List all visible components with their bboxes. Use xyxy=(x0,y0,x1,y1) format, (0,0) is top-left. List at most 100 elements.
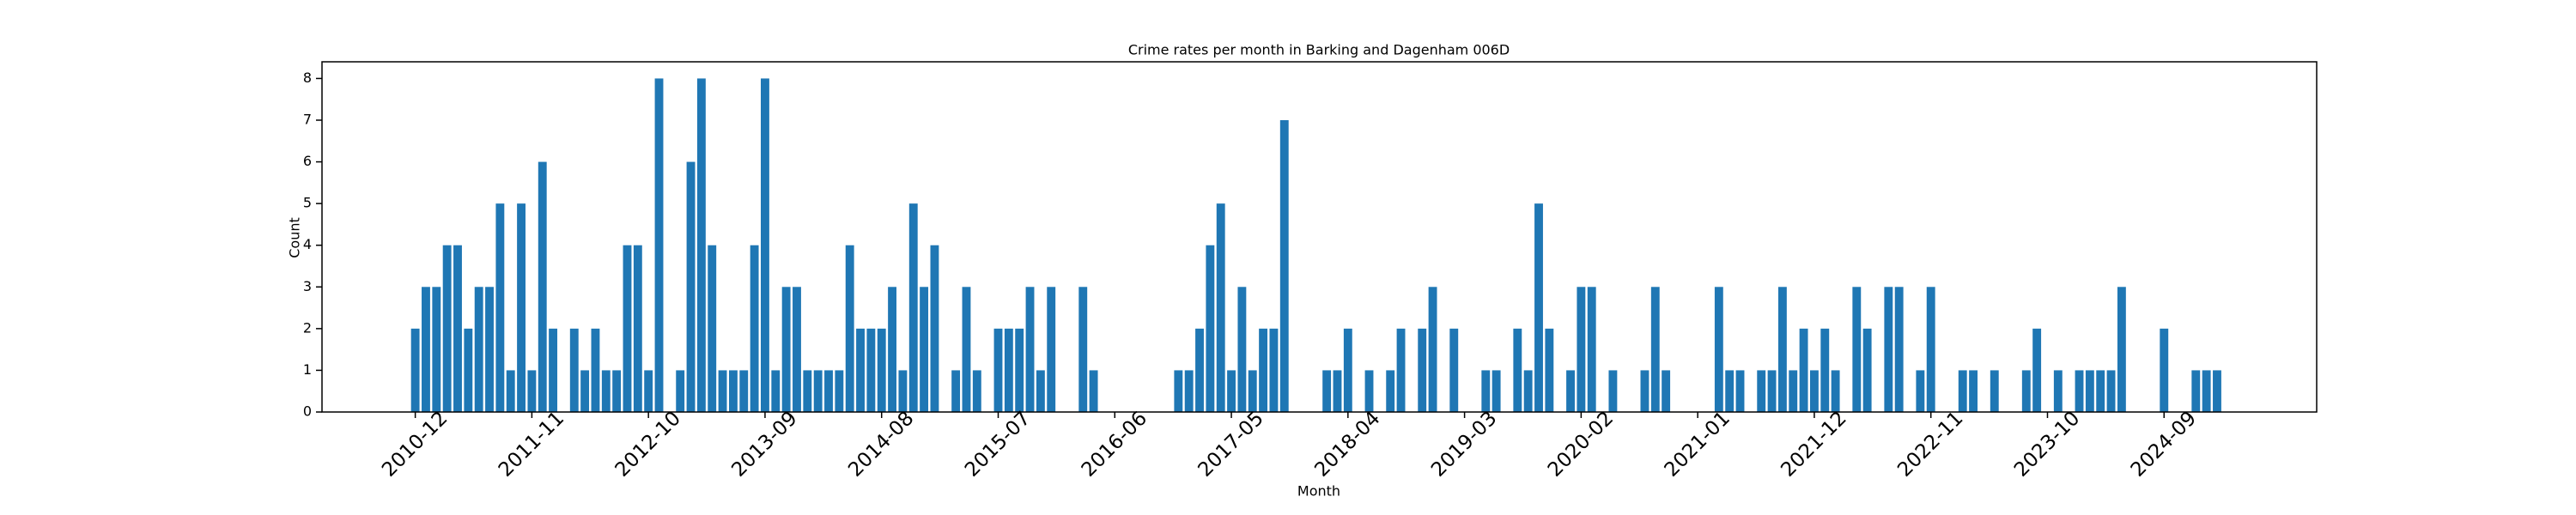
x-tick-label: 2020-02 xyxy=(1544,407,1618,481)
bar xyxy=(2021,370,2031,412)
bar xyxy=(1279,120,1289,412)
bar xyxy=(2085,370,2094,412)
bar xyxy=(1025,287,1035,412)
bar xyxy=(1481,370,1491,412)
bar xyxy=(877,328,886,412)
bar xyxy=(623,245,632,412)
bar xyxy=(591,328,600,412)
x-tick-label: 2012-10 xyxy=(611,407,685,481)
bar xyxy=(835,370,844,412)
bar xyxy=(951,370,961,412)
bar xyxy=(2213,370,2221,412)
bar xyxy=(888,287,897,412)
bar xyxy=(1958,370,1967,412)
bar xyxy=(1343,328,1352,412)
bar xyxy=(1735,370,1745,412)
bar xyxy=(793,287,801,412)
bar xyxy=(633,245,642,412)
plot-frame xyxy=(321,61,2318,413)
x-tick-label: 2018-04 xyxy=(1310,407,1384,481)
bar xyxy=(1492,370,1501,412)
x-tick-label: 2011-11 xyxy=(495,407,568,481)
bar xyxy=(761,78,769,412)
bar xyxy=(930,245,939,412)
y-tick-label: 3 xyxy=(303,278,312,294)
bar xyxy=(1333,370,1342,412)
bar xyxy=(2053,370,2063,412)
bar xyxy=(1184,370,1194,412)
bar xyxy=(432,287,441,412)
bar xyxy=(464,328,473,412)
bar xyxy=(1322,370,1332,412)
bar xyxy=(1036,370,1045,412)
bar xyxy=(1969,370,1978,412)
bar xyxy=(1725,370,1735,412)
bar xyxy=(1884,287,1893,412)
bar xyxy=(1799,328,1808,412)
bar xyxy=(898,370,908,412)
bar xyxy=(1396,328,1406,412)
bar xyxy=(1206,245,1215,412)
bar xyxy=(2032,328,2042,412)
x-tick-label: 2010-12 xyxy=(378,407,452,481)
x-tick-label: 2024-09 xyxy=(2127,407,2201,481)
y-axis-label: Count xyxy=(287,217,303,258)
bar xyxy=(2106,370,2116,412)
bar xyxy=(1852,287,1862,412)
x-tick-label: 2017-05 xyxy=(1194,407,1268,481)
bar xyxy=(696,78,706,412)
bar xyxy=(1640,370,1649,412)
bar xyxy=(739,370,749,412)
x-tick-label: 2022-11 xyxy=(1893,407,1967,481)
y-tick-label: 6 xyxy=(303,153,312,169)
bar xyxy=(1089,370,1098,412)
bar xyxy=(2117,287,2126,412)
bar xyxy=(1004,328,1013,412)
bar xyxy=(1227,370,1236,412)
x-tick-label: 2015-07 xyxy=(961,407,1035,481)
bar xyxy=(993,328,1003,412)
bar xyxy=(750,245,759,412)
bar xyxy=(803,370,812,412)
y-tick-label: 0 xyxy=(303,403,312,420)
bar xyxy=(1789,370,1798,412)
bar xyxy=(1513,328,1522,412)
bar xyxy=(1831,370,1840,412)
bar xyxy=(1757,370,1766,412)
bar xyxy=(1216,203,1225,412)
bar xyxy=(1587,287,1596,412)
bar xyxy=(1364,370,1374,412)
bar xyxy=(845,245,854,412)
bar xyxy=(410,328,420,412)
bar xyxy=(495,203,505,412)
bar xyxy=(1777,287,1787,412)
x-tick-label: 2019-03 xyxy=(1427,407,1501,481)
bar xyxy=(1248,370,1257,412)
bar xyxy=(538,161,547,413)
bar xyxy=(1015,328,1024,412)
bar xyxy=(718,370,727,412)
bar xyxy=(866,328,876,412)
bar xyxy=(972,370,981,412)
bar xyxy=(1534,203,1543,412)
bar xyxy=(1195,328,1204,412)
bar xyxy=(2096,370,2105,412)
y-tick-label: 7 xyxy=(303,112,312,128)
bar xyxy=(1577,287,1586,412)
bar xyxy=(549,328,558,412)
bar xyxy=(1809,370,1819,412)
bar xyxy=(824,370,833,412)
x-tick-label: 2016-06 xyxy=(1078,407,1151,481)
bar xyxy=(1608,370,1618,412)
bar xyxy=(920,287,929,412)
bar xyxy=(1418,328,1427,412)
bar xyxy=(1926,287,1935,412)
bar xyxy=(1820,328,1830,412)
bar xyxy=(527,370,537,412)
bar xyxy=(1237,287,1247,412)
bar xyxy=(1767,370,1777,412)
bar xyxy=(442,245,452,412)
y-tick-label: 5 xyxy=(303,195,312,211)
y-tick-label: 2 xyxy=(303,319,312,336)
